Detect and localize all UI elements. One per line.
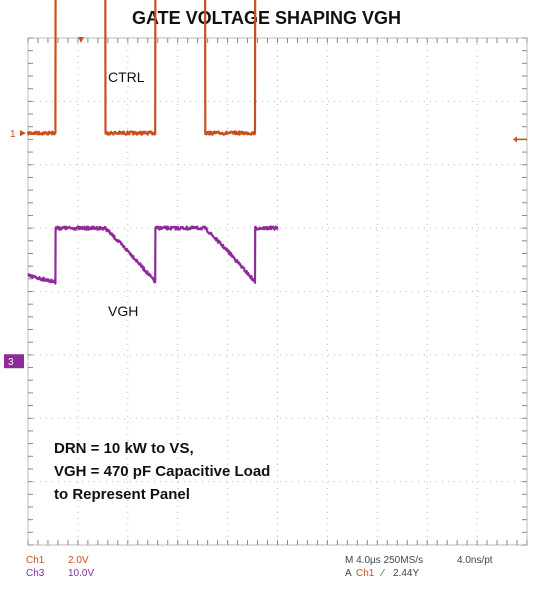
trace-vgh (27, 225, 279, 285)
chart-title: GATE VOLTAGE SHAPING VGH (131, 8, 401, 28)
ch1-scale: 2.0V (68, 555, 89, 566)
trigger-slope-icon: ⁄ (382, 568, 384, 579)
trace-ctrl (26, 0, 257, 136)
timebase: M 4.0µs 250MS/s (345, 555, 424, 566)
ch3-ground-marker: 3 (8, 357, 14, 368)
trigger-mode: A (345, 568, 352, 579)
trigger-source: Ch1 (356, 568, 375, 579)
ch1-ground-marker: 1 (10, 129, 16, 140)
ch3-scale: 10.0V (68, 568, 95, 579)
ch1-ground-arrow-icon (20, 130, 26, 137)
traces (26, 0, 279, 285)
sample-resolution: 4.0ns/pt (457, 555, 493, 566)
ch3-ground-arrow-icon (25, 358, 29, 365)
graticule (27, 37, 528, 546)
annotation-line-2: VGH = 470 pF Capacitive Load (54, 463, 271, 480)
ch3-name: Ch3 (26, 568, 45, 579)
ctrl-trace-label: CTRL (108, 69, 145, 85)
vgh-trace-label: VGH (108, 303, 138, 319)
ch3-ground-marker-box (4, 354, 24, 369)
trigger-level: 2.44Y (393, 568, 420, 579)
markers: 13 (4, 37, 527, 369)
annotation-line-1: DRN = 10 kW to VS, (54, 440, 194, 457)
trigger-position-icon (78, 37, 84, 43)
trigger-level-arrow-icon (513, 136, 517, 143)
annotation-line-3: to Represent Panel (54, 486, 190, 503)
ch1-name: Ch1 (26, 555, 45, 566)
